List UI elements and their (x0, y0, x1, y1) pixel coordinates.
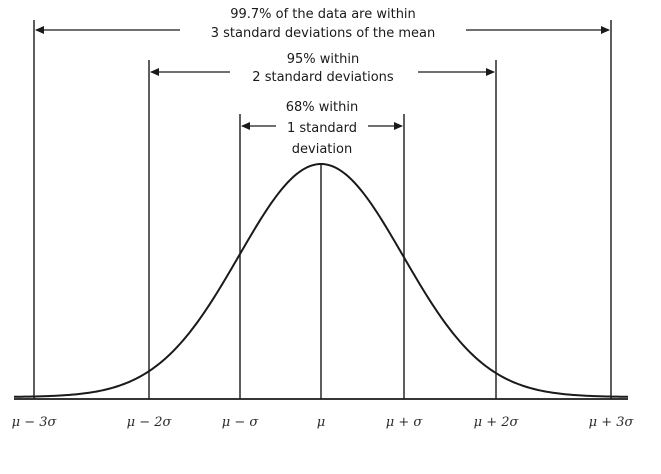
two-sigma-line2: 2 standard deviations (252, 70, 394, 85)
one-sigma-line1: 68% within (286, 100, 358, 115)
one-sigma-line3: deviation (292, 142, 352, 157)
three-sigma-line2: 3 standard deviations of the mean (211, 26, 436, 41)
tick-mean: μ (317, 415, 325, 430)
tick-minus-2-sigma: μ − 2σ (127, 415, 173, 430)
one-sigma-line2: 1 standard (287, 121, 357, 136)
two-sigma-line1: 95% within (287, 52, 359, 67)
tick-plus-1-sigma: μ + σ (386, 415, 424, 430)
tick-plus-3-sigma: μ + 3σ (589, 415, 635, 430)
x-tick-labels: μ − 3σ μ − 2σ μ − σ μ μ + σ μ + 2σ μ + 3… (12, 415, 635, 430)
tick-plus-2-sigma: μ + 2σ (474, 415, 520, 430)
annotation-one-sigma: 68% within 1 standard deviation (241, 100, 403, 157)
tick-minus-1-sigma: μ − σ (222, 415, 260, 430)
three-sigma-line1: 99.7% of the data are within (230, 7, 416, 22)
tick-minus-3-sigma: μ − 3σ (12, 415, 58, 430)
annotation-two-sigma: 95% within 2 standard deviations (150, 52, 495, 85)
annotation-three-sigma: 99.7% of the data are within 3 standard … (35, 7, 610, 41)
